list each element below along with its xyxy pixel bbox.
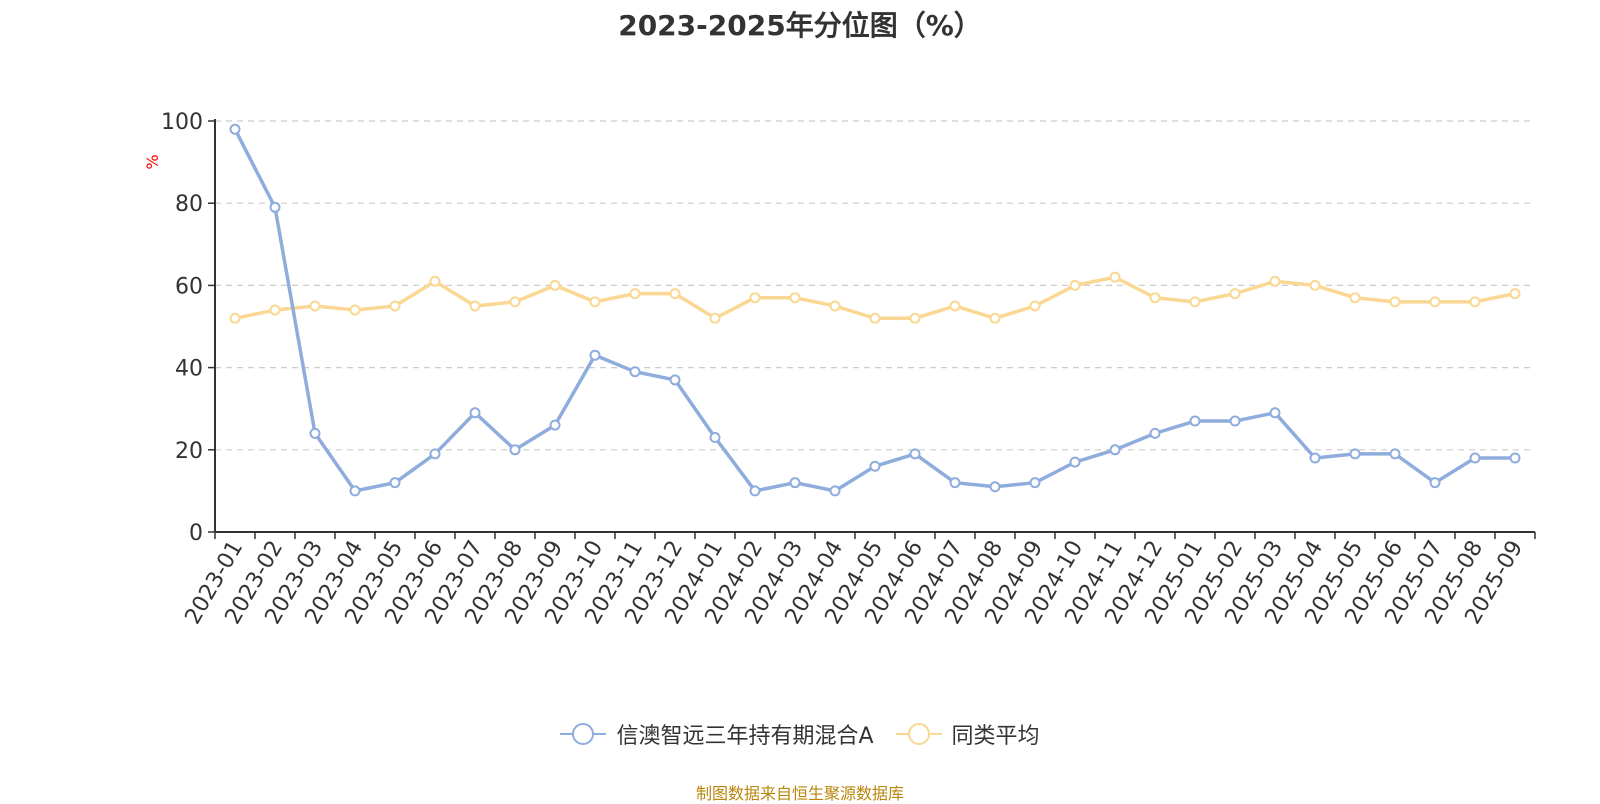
series-1-point[interactable]: [709, 431, 721, 443]
y-tick-label: 80: [175, 192, 203, 217]
series-1-point[interactable]: [1389, 448, 1401, 460]
series-2-point[interactable]: [949, 300, 961, 312]
series-1-point[interactable]: [669, 374, 681, 386]
source-note: 制图数据来自恒生聚源数据库: [695, 784, 904, 803]
series-2-point[interactable]: [269, 304, 281, 316]
series-2-point[interactable]: [829, 300, 841, 312]
series-1-point[interactable]: [269, 201, 281, 213]
y-tick-label: 100: [161, 110, 203, 135]
grid-lines: [215, 120, 1535, 451]
legend-marker-series-1: [560, 723, 607, 745]
series-1-point[interactable]: [549, 419, 561, 431]
series-line-1: [233, 128, 1515, 493]
series-2-point[interactable]: [429, 275, 441, 287]
y-tick-label: 60: [175, 274, 203, 299]
series-2-point[interactable]: [1389, 296, 1401, 308]
series-1-point[interactable]: [749, 485, 761, 497]
series-2-point[interactable]: [509, 296, 521, 308]
series-2-point[interactable]: [389, 300, 401, 312]
axes: [208, 119, 1536, 539]
series-2-point[interactable]: [309, 300, 321, 312]
legend-label-series-1: 信澳智远三年持有期混合A: [616, 724, 874, 749]
series-2-point[interactable]: [1029, 300, 1041, 312]
legend-item-series-1[interactable]: 信澳智远三年持有期混合A: [560, 718, 874, 750]
series-2-point[interactable]: [1229, 288, 1241, 300]
series-1-point[interactable]: [1269, 407, 1281, 419]
series-2-point[interactable]: [869, 312, 881, 324]
series-1-point[interactable]: [229, 123, 241, 135]
series-1-point[interactable]: [1309, 452, 1321, 464]
series-1-point[interactable]: [509, 444, 521, 456]
series-2-point[interactable]: [469, 300, 481, 312]
series-1-point[interactable]: [829, 485, 841, 497]
series-2-point[interactable]: [229, 312, 241, 324]
legend-item-series-2[interactable]: 同类平均: [895, 718, 1040, 750]
series-1-point[interactable]: [309, 427, 321, 439]
legend-marker-series-2: [895, 723, 942, 745]
series-1-point[interactable]: [989, 481, 1001, 493]
series-1-point[interactable]: [349, 485, 361, 497]
series-2-point[interactable]: [629, 288, 641, 300]
series-2-point[interactable]: [1109, 271, 1121, 283]
series-2-point[interactable]: [349, 304, 361, 316]
series-1-point[interactable]: [629, 366, 641, 378]
series-2-point[interactable]: [1269, 275, 1281, 287]
series-lines: [229, 123, 1521, 497]
series-2-point[interactable]: [1469, 296, 1481, 308]
series-1-point[interactable]: [389, 477, 401, 489]
series-1-point[interactable]: [789, 477, 801, 489]
series-2-point[interactable]: [709, 312, 721, 324]
series-2-point[interactable]: [589, 296, 601, 308]
series-2-point[interactable]: [1349, 292, 1361, 304]
y-axis-unit-label: %: [143, 154, 162, 169]
series-1-point[interactable]: [1069, 456, 1081, 468]
y-tick-label: 20: [175, 439, 203, 464]
series-1-point[interactable]: [1509, 452, 1521, 464]
series-2-point[interactable]: [749, 292, 761, 304]
series-1-point[interactable]: [469, 407, 481, 419]
series-1-point[interactable]: [1469, 452, 1481, 464]
series-2-point[interactable]: [549, 279, 561, 291]
series-1-point[interactable]: [949, 477, 961, 489]
series-2-point[interactable]: [1429, 296, 1441, 308]
series-1-point[interactable]: [909, 448, 921, 460]
series-2-point[interactable]: [1189, 296, 1201, 308]
y-tick-label: 40: [175, 357, 203, 382]
legend: 信澳智远三年持有期混合A 同类平均: [0, 718, 1600, 750]
series-1-point[interactable]: [869, 460, 881, 472]
series-2-point[interactable]: [1149, 292, 1161, 304]
series-1-point[interactable]: [1429, 477, 1441, 489]
series-2-point[interactable]: [1309, 279, 1321, 291]
series-line-2: [234, 275, 1516, 321]
series-2-point[interactable]: [1069, 279, 1081, 291]
y-tick-label: 0: [189, 521, 203, 546]
series-1-point[interactable]: [1109, 444, 1121, 456]
series-2-point[interactable]: [1509, 288, 1521, 300]
chart-title: 2023-2025年分位图（%）: [618, 9, 982, 42]
series-1-point[interactable]: [429, 448, 441, 460]
series-1-point[interactable]: [1189, 415, 1201, 427]
series-2-point[interactable]: [989, 312, 1001, 324]
legend-label-series-2: 同类平均: [951, 724, 1040, 749]
series-1-point[interactable]: [1349, 448, 1361, 460]
series-1-point[interactable]: [1149, 427, 1161, 439]
series-1-point[interactable]: [1029, 477, 1041, 489]
series-1-point[interactable]: [589, 349, 601, 361]
series-2-point[interactable]: [669, 288, 681, 300]
series-2-point[interactable]: [789, 292, 801, 304]
series-1-point[interactable]: [1229, 415, 1241, 427]
series-2-point[interactable]: [909, 312, 921, 324]
tick-labels: 0204060801002023-012023-022023-032023-04…: [161, 110, 1528, 629]
